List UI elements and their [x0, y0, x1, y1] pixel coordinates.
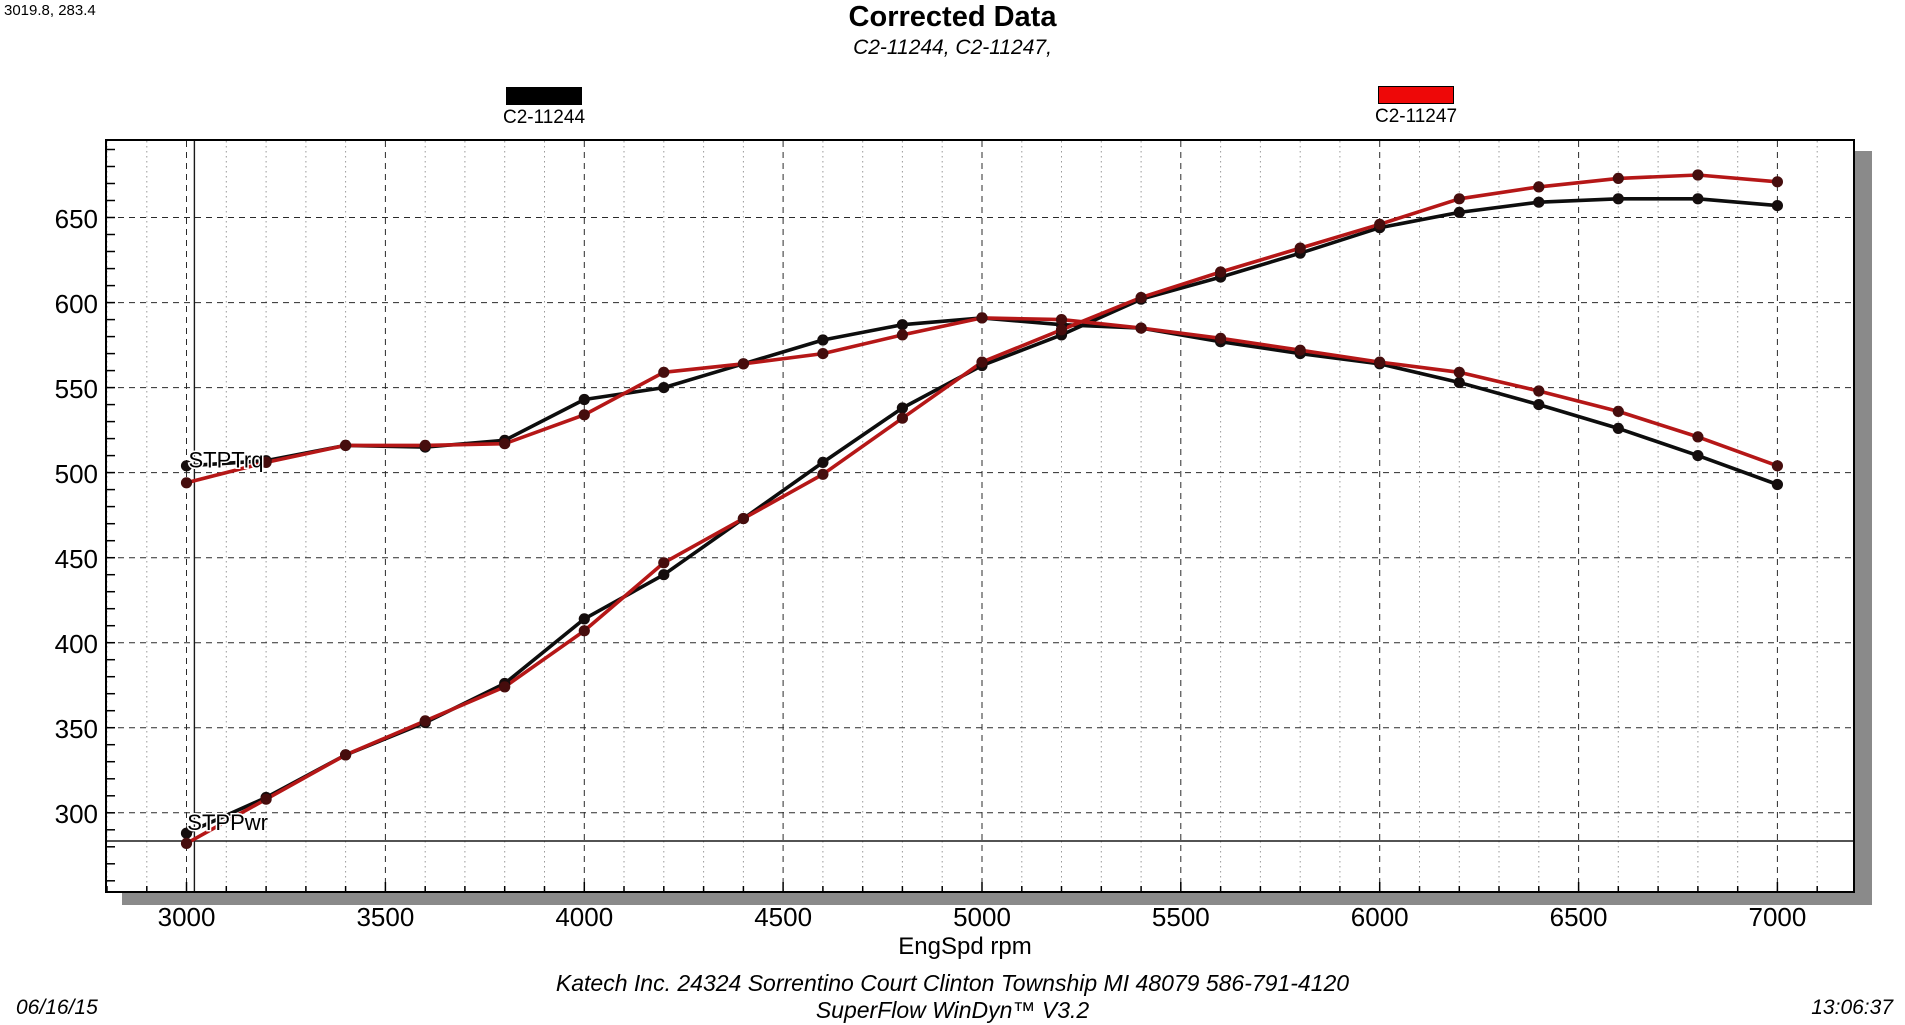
- y-tick-label-300: 300: [54, 798, 98, 829]
- major-horizontal-gridlines: [107, 217, 1853, 814]
- legend-label-11247: C2-11247: [1374, 106, 1458, 127]
- x-tick-label-6500: 6500: [1549, 902, 1608, 932]
- y-tick-label-350: 350: [54, 713, 98, 744]
- footer-time: 13:06:37: [1811, 996, 1893, 1019]
- chart-canvas[interactable]: STPTrq STPPwr: [107, 141, 1853, 891]
- footer-address: Katech Inc. 24324 Sorrentino Court Clint…: [555, 970, 1350, 996]
- footer-software: SuperFlow WinDyn™ V3.2: [815, 997, 1090, 1023]
- x-axis-title: EngSpd rpm: [898, 933, 1032, 960]
- y-tick-label-500: 500: [54, 458, 98, 489]
- curve-label-power: STPPwr: [187, 810, 268, 835]
- x-tick-label-3500: 3500: [356, 902, 415, 932]
- y-tick-label-550: 550: [54, 373, 98, 404]
- footer-date: 06/16/15: [16, 996, 98, 1019]
- y-tick-label-450: 450: [54, 543, 98, 574]
- minor-vertical-gridlines: [107, 141, 1818, 891]
- y-axis-minor-ticks: [107, 148, 115, 882]
- y-tick-label-600: 600: [54, 288, 98, 319]
- x-tick-label-4500: 4500: [754, 902, 813, 932]
- legend-item-11247[interactable]: C2-11247: [1336, 86, 1496, 128]
- legend-item-11244[interactable]: C2-11244: [464, 87, 624, 129]
- curve-label-torque: STPTrq: [189, 448, 264, 473]
- torque-curve-11247-markers: [180, 312, 1783, 489]
- cursor-position-readout: 3019.8, 283.4: [4, 2, 96, 19]
- x-tick-label-6000: 6000: [1350, 902, 1409, 932]
- x-tick-label-7000: 7000: [1748, 902, 1807, 932]
- legend-label-11244: C2-11244: [502, 107, 586, 128]
- y-tick-label-650: 650: [54, 203, 98, 234]
- x-tick-label-5500: 5500: [1151, 902, 1210, 932]
- x-tick-label-3000: 3000: [157, 902, 216, 932]
- y-tick-label-400: 400: [54, 628, 98, 659]
- power-curve-11247-markers: [180, 169, 1783, 850]
- major-vertical-gridlines: [186, 141, 1778, 891]
- legend-swatch-11244: [506, 87, 582, 105]
- plot-area[interactable]: STPTrq STPPwr: [105, 139, 1855, 893]
- legend-swatch-11247: [1378, 86, 1454, 104]
- x-tick-label-4000: 4000: [555, 902, 614, 932]
- page-subtitle: C2-11244, C2-11247,: [853, 36, 1052, 59]
- x-tick-label-5000: 5000: [953, 902, 1011, 932]
- x-axis-ticks: [107, 882, 1818, 891]
- page-title: Corrected Data: [848, 1, 1057, 33]
